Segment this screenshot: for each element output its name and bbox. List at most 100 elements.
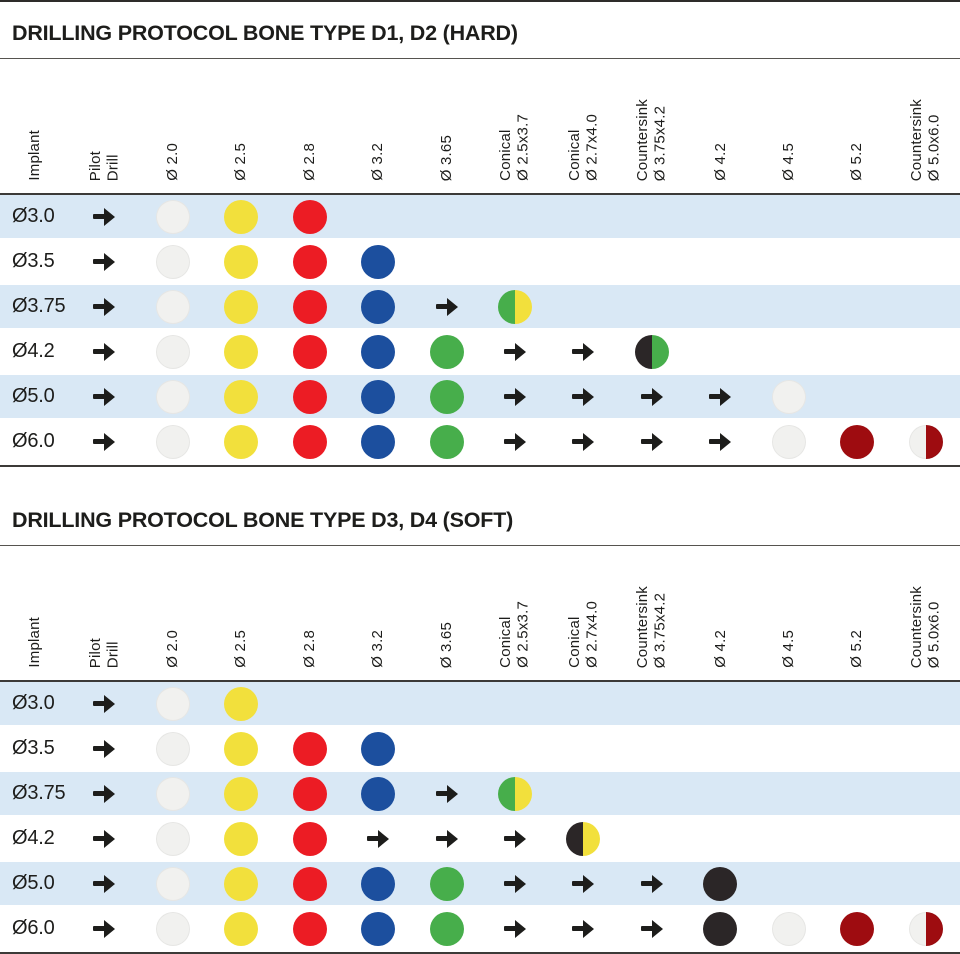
protocol-cell xyxy=(70,772,138,815)
arrow-icon xyxy=(92,342,116,362)
column-header-label: Ø 2.5 xyxy=(232,630,250,668)
protocol-cell xyxy=(549,240,617,283)
drill-dot-blue xyxy=(361,731,396,766)
protocol-cell xyxy=(481,240,549,283)
implant-label-cell: Ø6.0 xyxy=(0,420,70,463)
column-header-label: Countersink Ø 3.75x4.2 xyxy=(634,98,669,181)
protocol-cell xyxy=(823,682,891,725)
column-header: Ø 4.5 xyxy=(755,630,823,680)
split-dot-white-darkred xyxy=(908,424,943,459)
protocol-cell xyxy=(755,727,823,770)
implant-label: Ø4.2 xyxy=(12,340,55,362)
protocol-cell xyxy=(755,285,823,328)
protocol-cell xyxy=(823,285,891,328)
protocol-cell xyxy=(892,375,960,418)
protocol-cell xyxy=(344,195,412,238)
protocol-cell xyxy=(892,772,960,815)
column-header-label: Countersink Ø 5.0x6.0 xyxy=(908,585,943,668)
split-dot-black-yellow xyxy=(566,821,601,856)
protocol-cell xyxy=(618,772,686,815)
implant-label-cell: Ø3.0 xyxy=(0,195,70,238)
drill-dot-yellow xyxy=(224,866,259,901)
table-row: Ø5.0 xyxy=(0,862,960,905)
drill-dot-red xyxy=(292,731,327,766)
protocol-cell xyxy=(138,817,206,860)
protocol-cell xyxy=(823,420,891,463)
implant-label: Ø4.2 xyxy=(12,827,55,849)
implant-label-cell: Ø3.0 xyxy=(0,682,70,725)
protocol-cell xyxy=(138,682,206,725)
protocol-cell xyxy=(344,375,412,418)
protocol-cell xyxy=(412,195,480,238)
protocol-cell xyxy=(275,682,343,725)
protocol-cell xyxy=(686,862,754,905)
protocol-cell xyxy=(481,420,549,463)
protocol-cell xyxy=(686,772,754,815)
protocol-cell xyxy=(70,240,138,283)
drill-dot-white xyxy=(155,379,190,414)
protocol-cell xyxy=(823,862,891,905)
arrow-icon xyxy=(92,297,116,317)
protocol-cell xyxy=(207,375,275,418)
protocol-cell xyxy=(207,285,275,328)
protocol-cell xyxy=(207,727,275,770)
protocol-cell xyxy=(138,375,206,418)
drill-dot-yellow xyxy=(224,731,259,766)
column-header: Countersink Ø 5.0x6.0 xyxy=(892,586,960,680)
protocol-cell xyxy=(138,240,206,283)
protocol-cell xyxy=(686,330,754,373)
protocol-cell xyxy=(686,420,754,463)
drill-dot-blue xyxy=(361,244,396,279)
column-header-label: Ø 2.5 xyxy=(232,143,250,181)
implant-label-cell: Ø6.0 xyxy=(0,907,70,950)
implant-label: Ø3.75 xyxy=(12,295,66,317)
drill-dot-yellow xyxy=(224,379,259,414)
protocol-cell xyxy=(549,862,617,905)
protocol-cell xyxy=(892,330,960,373)
protocol-cell xyxy=(412,285,480,328)
column-header-label: Conical Ø 2.7x4.0 xyxy=(565,114,601,181)
drill-dot-yellow xyxy=(224,776,259,811)
protocol-cell xyxy=(481,727,549,770)
protocol-cell xyxy=(70,817,138,860)
arrow-icon xyxy=(640,874,664,894)
header-row: Implant Pilot Drill Ø 2.0 Ø 2.5 Ø 2.8 Ø 3.2 Ø … xyxy=(0,546,960,682)
drill-dot-red xyxy=(292,866,327,901)
drill-dot-green xyxy=(429,424,464,459)
protocol-cell xyxy=(892,862,960,905)
drill-dot-blue xyxy=(361,776,396,811)
protocol-cell xyxy=(138,195,206,238)
table-row: Ø6.0 xyxy=(0,420,960,463)
protocol-cell xyxy=(755,772,823,815)
protocol-cell xyxy=(412,375,480,418)
arrow-icon xyxy=(571,387,595,407)
drill-dot-red xyxy=(292,776,327,811)
drill-dot-white xyxy=(155,731,190,766)
table-row: Ø3.5 xyxy=(0,727,960,770)
column-header-label: Conical Ø 2.5x3.7 xyxy=(497,114,532,181)
protocol-cell xyxy=(70,285,138,328)
implant-label: Ø5.0 xyxy=(12,872,55,894)
implant-label-cell: Ø4.2 xyxy=(0,817,70,860)
drill-dot-white xyxy=(155,776,190,811)
protocol-cell xyxy=(618,285,686,328)
column-header-label: Ø 2.0 xyxy=(163,143,181,181)
protocol-cell xyxy=(275,330,343,373)
arrow-icon xyxy=(435,297,459,317)
implant-label: Ø6.0 xyxy=(12,430,55,452)
protocol-cell xyxy=(70,375,138,418)
column-header-label: Ø 2.0 xyxy=(163,630,181,668)
protocol-cell xyxy=(481,195,549,238)
column-header: Conical Ø 2.7x4.0 xyxy=(549,601,617,680)
table-row: Ø3.75 xyxy=(0,285,960,328)
protocol-cell xyxy=(823,727,891,770)
drill-dot-yellow xyxy=(224,289,259,324)
column-header: Implant xyxy=(0,617,70,680)
arrow-icon xyxy=(92,919,116,939)
protocol-cell xyxy=(412,907,480,950)
protocol-cell xyxy=(275,907,343,950)
protocol-cell xyxy=(138,285,206,328)
protocol-cell xyxy=(618,330,686,373)
column-header-label: Countersink Ø 5.0x6.0 xyxy=(908,98,943,181)
protocol-cell xyxy=(138,727,206,770)
